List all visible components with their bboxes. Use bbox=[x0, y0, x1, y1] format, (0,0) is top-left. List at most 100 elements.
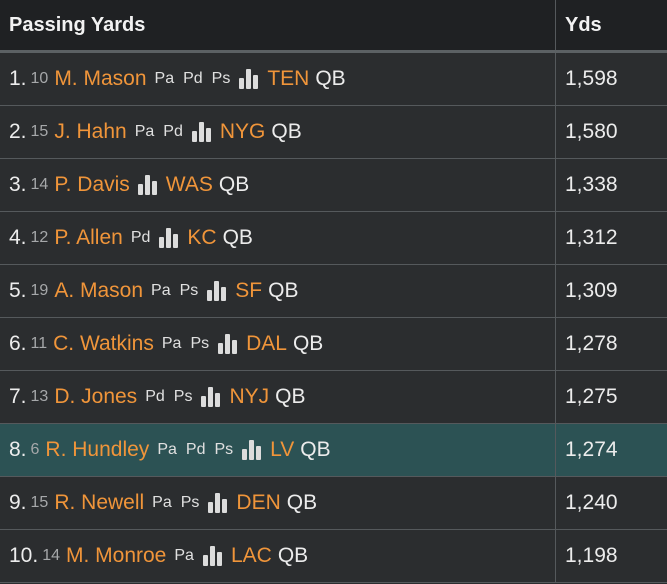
team-link[interactable]: TEN bbox=[267, 67, 310, 90]
team-link[interactable]: WAS bbox=[165, 173, 213, 196]
jersey-number: 11 bbox=[30, 335, 48, 352]
stats-chart-icon-bar bbox=[209, 546, 215, 566]
rank: 5. bbox=[9, 279, 27, 302]
stats-chart-icon-bar bbox=[216, 552, 222, 566]
table-row[interactable]: 8. 6 R. Hundley Pa Pd Ps LV QB 1,274 bbox=[0, 424, 667, 477]
status-tag: Ps bbox=[173, 388, 193, 405]
player-name-link[interactable]: P. Davis bbox=[54, 173, 130, 196]
jersey-number: 12 bbox=[30, 229, 49, 246]
player-name-link[interactable]: R. Hundley bbox=[45, 438, 150, 461]
team-link[interactable]: NYG bbox=[219, 120, 266, 143]
status-tag: Pd bbox=[183, 70, 203, 87]
stats-chart-icon[interactable] bbox=[239, 69, 259, 89]
stats-chart-icon-bar bbox=[191, 131, 197, 142]
team-link[interactable]: SF bbox=[235, 279, 263, 302]
table-header: Passing Yards Yds bbox=[0, 0, 667, 53]
status-tag: Ps bbox=[190, 335, 210, 352]
position: QB bbox=[315, 67, 346, 90]
table-row[interactable]: 5. 19 A. Mason Pa Ps SF QB 1,309 bbox=[0, 265, 667, 318]
position: QB bbox=[222, 226, 253, 249]
header-yds[interactable]: Yds bbox=[565, 13, 602, 36]
rank: 9. bbox=[9, 491, 27, 514]
stats-chart-icon-bar bbox=[208, 387, 214, 407]
position: QB bbox=[275, 385, 306, 408]
position: QB bbox=[286, 491, 318, 514]
stats-chart-icon-bar bbox=[215, 493, 221, 513]
status-tag: Pd bbox=[163, 123, 183, 140]
table-row[interactable]: 3. 14 P. Davis WAS QB 1,338 bbox=[0, 159, 667, 212]
stats-chart-icon-bar bbox=[253, 75, 259, 89]
player-cell: 8. 6 R. Hundley Pa Pd Ps LV QB bbox=[0, 424, 556, 476]
team-link[interactable]: DAL bbox=[246, 332, 287, 355]
player-name-link[interactable]: M. Mason bbox=[54, 67, 147, 90]
status-tag: Pa bbox=[151, 282, 171, 299]
stats-chart-icon[interactable] bbox=[202, 546, 222, 566]
jersey-number: 10 bbox=[30, 70, 49, 87]
player-cell: 3. 14 P. Davis WAS QB bbox=[0, 159, 556, 211]
stats-chart-icon[interactable] bbox=[242, 440, 262, 460]
stats-chart-icon-bar bbox=[151, 181, 157, 195]
stats-chart-icon-bar bbox=[232, 340, 238, 354]
stats-chart-icon-bar bbox=[208, 502, 214, 513]
table-row[interactable]: 2. 15 J. Hahn Pa Pd NYG QB 1,580 bbox=[0, 106, 667, 159]
player-cell: 1. 10 M. Mason Pa Pd Ps TEN QB bbox=[0, 53, 556, 105]
stats-chart-icon[interactable] bbox=[218, 334, 238, 354]
stats-chart-icon[interactable] bbox=[191, 122, 211, 142]
stats-chart-icon[interactable] bbox=[159, 228, 179, 248]
status-tag: Pa bbox=[161, 335, 182, 352]
player-cell: 5. 19 A. Mason Pa Ps SF QB bbox=[0, 265, 556, 317]
position: QB bbox=[271, 120, 302, 143]
header-title[interactable]: Passing Yards bbox=[0, 0, 556, 50]
rank: 8. bbox=[9, 438, 27, 461]
player-name-link[interactable]: A. Mason bbox=[54, 279, 144, 302]
position: QB bbox=[292, 332, 324, 355]
rank: 4. bbox=[9, 226, 27, 249]
player-name-link[interactable]: R. Newell bbox=[54, 491, 145, 514]
jersey-number: 14 bbox=[42, 547, 60, 564]
stats-chart-icon-bar bbox=[214, 281, 220, 301]
table-row[interactable]: 9. 15 R. Newell Pa Ps DEN QB 1,240 bbox=[0, 477, 667, 530]
player-name-link[interactable]: C. Watkins bbox=[53, 332, 154, 355]
stats-chart-icon-bar bbox=[222, 499, 228, 513]
table-body: 1. 10 M. Mason Pa Pd Ps TEN QB 1,598 2. 15 J. Hahn P… bbox=[0, 53, 667, 583]
player-name-link[interactable]: D. Jones bbox=[54, 385, 138, 408]
jersey-number: 13 bbox=[30, 388, 49, 405]
player-name-link[interactable]: J. Hahn bbox=[54, 120, 127, 143]
stats-chart-icon[interactable] bbox=[208, 493, 228, 513]
yards-value: 1,580 bbox=[565, 120, 618, 143]
stats-chart-icon-bar bbox=[249, 440, 255, 460]
team-link[interactable]: NYJ bbox=[229, 385, 270, 408]
table-row[interactable]: 4. 12 P. Allen Pd KC QB 1,312 bbox=[0, 212, 667, 265]
status-tag: Pa bbox=[157, 441, 177, 458]
status-tag: Pd bbox=[130, 229, 151, 246]
player-name-link[interactable]: P. Allen bbox=[54, 226, 123, 249]
yards-value: 1,275 bbox=[565, 385, 618, 408]
table-row[interactable]: 7. 13 D. Jones Pd Ps NYJ QB 1,275 bbox=[0, 371, 667, 424]
stats-chart-icon-bar bbox=[239, 78, 245, 89]
yards-value: 1,338 bbox=[565, 173, 618, 196]
position: QB bbox=[218, 173, 250, 196]
stats-chart-icon-bar bbox=[166, 228, 172, 248]
jersey-number: 14 bbox=[30, 176, 49, 193]
player-name-link[interactable]: M. Monroe bbox=[66, 544, 167, 567]
stats-chart-icon[interactable] bbox=[207, 281, 227, 301]
stats-chart-icon-bar bbox=[205, 128, 211, 142]
table-row[interactable]: 10. 14 M. Monroe Pa LAC QB 1,198 bbox=[0, 530, 667, 583]
team-link[interactable]: DEN bbox=[236, 491, 281, 514]
stats-chart-icon-bar bbox=[218, 343, 224, 354]
status-tag: Ps bbox=[180, 494, 200, 511]
team-link[interactable]: KC bbox=[187, 226, 217, 249]
stats-chart-icon[interactable] bbox=[137, 175, 157, 195]
stats-chart-icon-bar bbox=[198, 122, 204, 142]
status-tag: Pa bbox=[134, 123, 155, 140]
player-cell: 2. 15 J. Hahn Pa Pd NYG QB bbox=[0, 106, 556, 158]
team-link[interactable]: LV bbox=[270, 438, 295, 461]
table-row[interactable]: 1. 10 M. Mason Pa Pd Ps TEN QB 1,598 bbox=[0, 53, 667, 106]
position: QB bbox=[300, 438, 331, 461]
player-cell: 10. 14 M. Monroe Pa LAC QB bbox=[0, 530, 556, 582]
table-row[interactable]: 6. 11 C. Watkins Pa Ps DAL QB 1,278 bbox=[0, 318, 667, 371]
stats-chart-icon[interactable] bbox=[201, 387, 221, 407]
team-link[interactable]: LAC bbox=[230, 544, 272, 567]
yards-value: 1,278 bbox=[565, 332, 618, 355]
